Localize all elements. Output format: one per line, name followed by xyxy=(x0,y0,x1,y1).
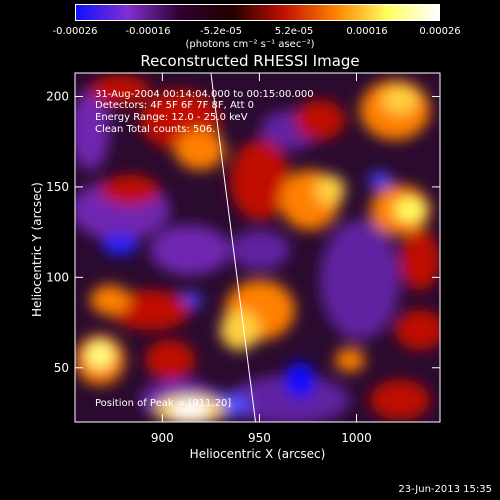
solar-limb-line xyxy=(210,73,257,422)
colorbar-units: (photons cm⁻² s⁻¹ asec⁻²) xyxy=(185,39,315,50)
clean-counts-label: Clean Total counts: 506. xyxy=(95,124,216,135)
energy-range-label: Energy Range: 12.0 - 25.0 keV xyxy=(95,112,248,123)
x-axis-ticks: 900 950 1000 xyxy=(151,73,372,445)
chart-title: Reconstructed RHESSI Image xyxy=(140,52,360,70)
colorbar-tick-label: -0.00026 xyxy=(52,26,98,37)
timestamp: 23-Jun-2013 15:35 xyxy=(398,484,492,495)
y-tick-label: 200 xyxy=(46,90,69,104)
y-tick-label: 150 xyxy=(46,180,69,194)
colorbar-tick-label: -5.2e-05 xyxy=(200,26,242,37)
colorbar-tick-label: 0.00016 xyxy=(346,26,388,37)
y-tick-label: 50 xyxy=(54,361,69,375)
y-tick-label: 100 xyxy=(46,270,69,284)
x-tick-label: 900 xyxy=(151,431,174,445)
time-range-label: 31-Aug-2004 00:14:04.000 to 00:15:00.000 xyxy=(95,89,314,100)
colorbar-tick-label: 5.2e-05 xyxy=(274,26,314,37)
x-tick-label: 1000 xyxy=(341,431,372,445)
colorbar-tick-label: -0.00016 xyxy=(125,26,171,37)
colorbar-tick-label: 0.00026 xyxy=(419,26,461,37)
x-axis-label: Heliocentric X (arcsec) xyxy=(189,447,326,461)
x-tick-label: 950 xyxy=(248,431,271,445)
colorbar xyxy=(75,4,440,21)
y-axis-ticks: 50 100 150 200 xyxy=(46,90,440,375)
emission-blobs xyxy=(75,75,440,422)
y-axis-label: Heliocentric Y (arcsec) xyxy=(30,182,44,317)
detectors-label: Detectors: 4F 5F 6F 7F 8F, Att 0 xyxy=(95,100,255,111)
plot-frame xyxy=(74,72,441,423)
peak-position-label: Position of Peak = [911,20] xyxy=(95,398,232,409)
